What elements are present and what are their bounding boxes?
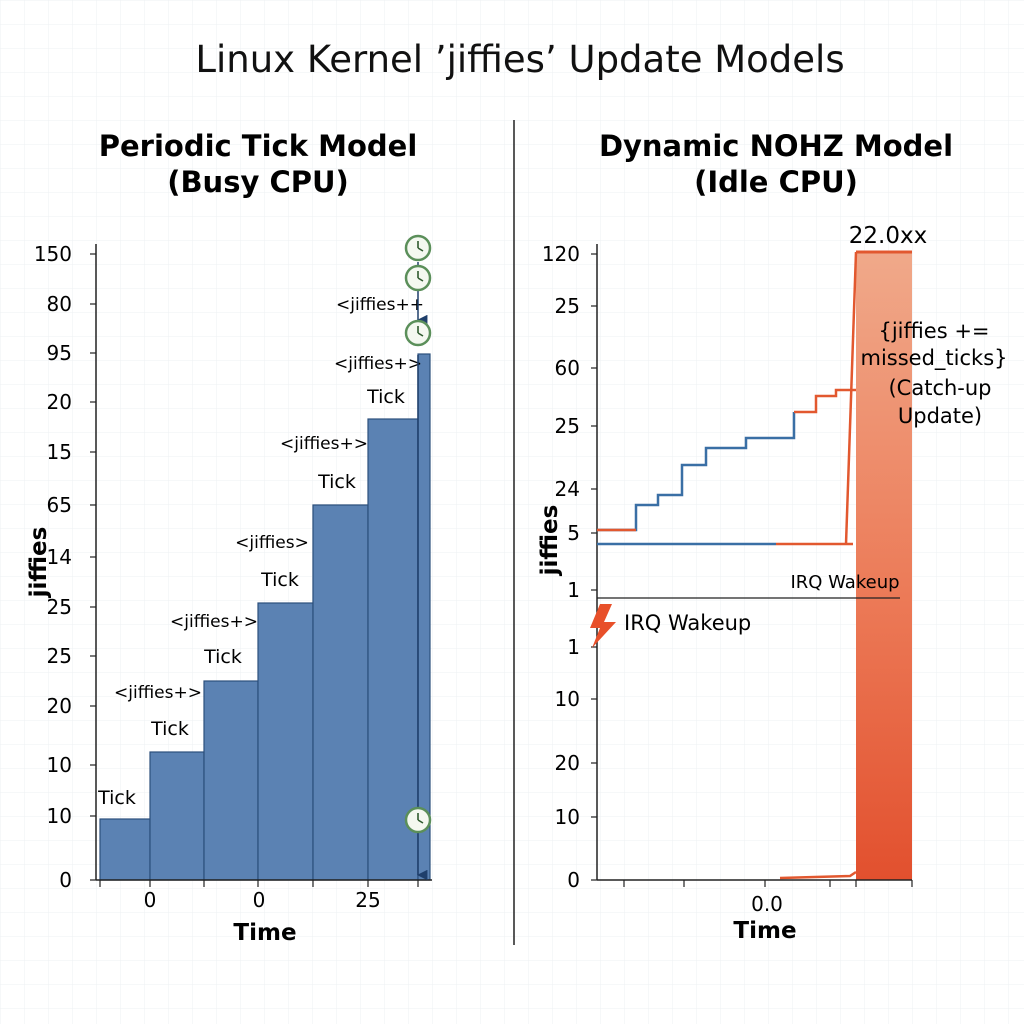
tick-label: Tick	[366, 386, 405, 408]
clock-icon	[404, 264, 432, 292]
right-y-tick-label: 25	[555, 294, 580, 318]
right-y-tick-label: 10	[555, 805, 580, 829]
increment-label: <jiffies+>	[280, 434, 368, 454]
right-y-tick-label: 0	[567, 868, 580, 892]
left-y-tick-label: 80	[47, 292, 72, 316]
left-y-tick-label: 20	[47, 694, 72, 718]
irq-label-top: IRQ Wakeup	[790, 572, 899, 593]
catch-up-bar	[856, 252, 912, 880]
right-y-tick-label: 1	[567, 635, 580, 659]
left-y-tick-label: 95	[47, 341, 72, 365]
left-y-tick-label: 10	[47, 804, 72, 828]
right-x-tick-label: 0.0	[751, 892, 783, 916]
step-bar	[312, 504, 369, 881]
tick-label: Tick	[97, 787, 136, 809]
right-y-tick-label: 10	[555, 687, 580, 711]
right-y-tick-label: 20	[555, 751, 580, 775]
clock-icons	[404, 234, 432, 834]
left-y-tick-label: 65	[47, 493, 72, 517]
right-chart-subtitle: (Idle CPU)	[694, 165, 858, 199]
step-bar	[99, 818, 151, 881]
left-annotations: TickTickTickTickTickTick<jiffies+><jiffi…	[97, 295, 424, 809]
catch-up-rise	[844, 251, 858, 545]
tick-label: Tick	[150, 718, 189, 740]
catch-up-line-4: Update)	[898, 404, 982, 428]
right-x-axis-ticks: 0.0	[623, 880, 913, 916]
right-y-tick-label: 24	[555, 477, 580, 501]
right-y-tick-label: 60	[555, 356, 580, 380]
idle-tick-steps-blue	[597, 412, 796, 532]
catch-up-line-1: {jiffies +=	[878, 319, 989, 343]
periodic-tick-panel: Periodic Tick Model (Busy CPU) 150809520…	[26, 129, 432, 946]
clock-icon	[404, 806, 432, 834]
left-y-label: jiffies	[26, 527, 52, 599]
clock-icon	[404, 319, 432, 347]
right-y-tick-label: 120	[542, 242, 580, 266]
left-chart-subtitle: (Busy CPU)	[167, 165, 349, 199]
right-y-tick-label: 1	[567, 578, 580, 602]
clock-icon	[404, 234, 432, 262]
tick-label: Tick	[317, 471, 356, 493]
increment-label: <jiffies++	[336, 295, 424, 315]
step-bar	[417, 353, 431, 881]
right-y-tick-label: 5	[567, 521, 580, 545]
left-y-tick-label: 0	[59, 868, 72, 892]
irq-label-main: IRQ Wakeup	[624, 611, 751, 635]
left-x-tick-label: 0	[253, 888, 266, 912]
left-x-tick-label: 25	[355, 888, 380, 912]
step-bar	[257, 602, 314, 881]
catch-up-line-3: (Catch-up	[888, 376, 991, 400]
increment-label: <jiffies+>	[334, 354, 422, 374]
left-y-tick-label: 10	[47, 753, 72, 777]
left-y-tick-label: 150	[34, 242, 72, 266]
right-y-label: jiffies	[537, 505, 563, 577]
left-x-tick-label: 0	[144, 888, 157, 912]
left-y-tick-label: 14	[47, 545, 72, 569]
increment-label: <jiffies>	[235, 533, 309, 553]
page-title: Linux Kernel ’jiffies’ Update Models	[195, 38, 844, 81]
step-bar	[203, 680, 259, 881]
nohz-panel: Dynamic NOHZ Model (Idle CPU) 1202560252…	[537, 129, 1008, 944]
increment-label: <jiffies+>	[114, 683, 202, 703]
right-y-axis-ticks: 120 25 60 25 24 5 1 1 10 20 10 0	[542, 242, 597, 892]
right-chart-title: Dynamic NOHZ Model	[599, 129, 953, 163]
idle-tick-steps-orange	[794, 388, 856, 414]
right-x-label: Time	[733, 918, 796, 944]
left-chart-title: Periodic Tick Model	[99, 129, 418, 163]
left-y-axis-ticks: 150 80 95 20 15 65 14 25 25 20 10 10 0	[34, 242, 96, 892]
left-y-tick-label: 25	[47, 644, 72, 668]
left-y-tick-label: 25	[47, 595, 72, 619]
left-x-axis-ticks: 0 0 25	[99, 880, 419, 912]
increment-label: <jiffies+>	[170, 612, 258, 632]
lightning-icon	[590, 604, 616, 648]
right-y-tick-label: 25	[555, 414, 580, 438]
peak-label: 22.0xx	[849, 223, 927, 249]
left-x-label: Time	[233, 920, 296, 946]
left-y-tick-label: 20	[47, 390, 72, 414]
tick-label: Tick	[260, 569, 299, 591]
step-bar	[149, 751, 205, 881]
tick-label: Tick	[203, 646, 242, 668]
pre-catch-up-line	[779, 870, 857, 880]
left-y-tick-label: 15	[47, 440, 72, 464]
catch-up-line-2: missed_ticks}	[861, 346, 1008, 371]
